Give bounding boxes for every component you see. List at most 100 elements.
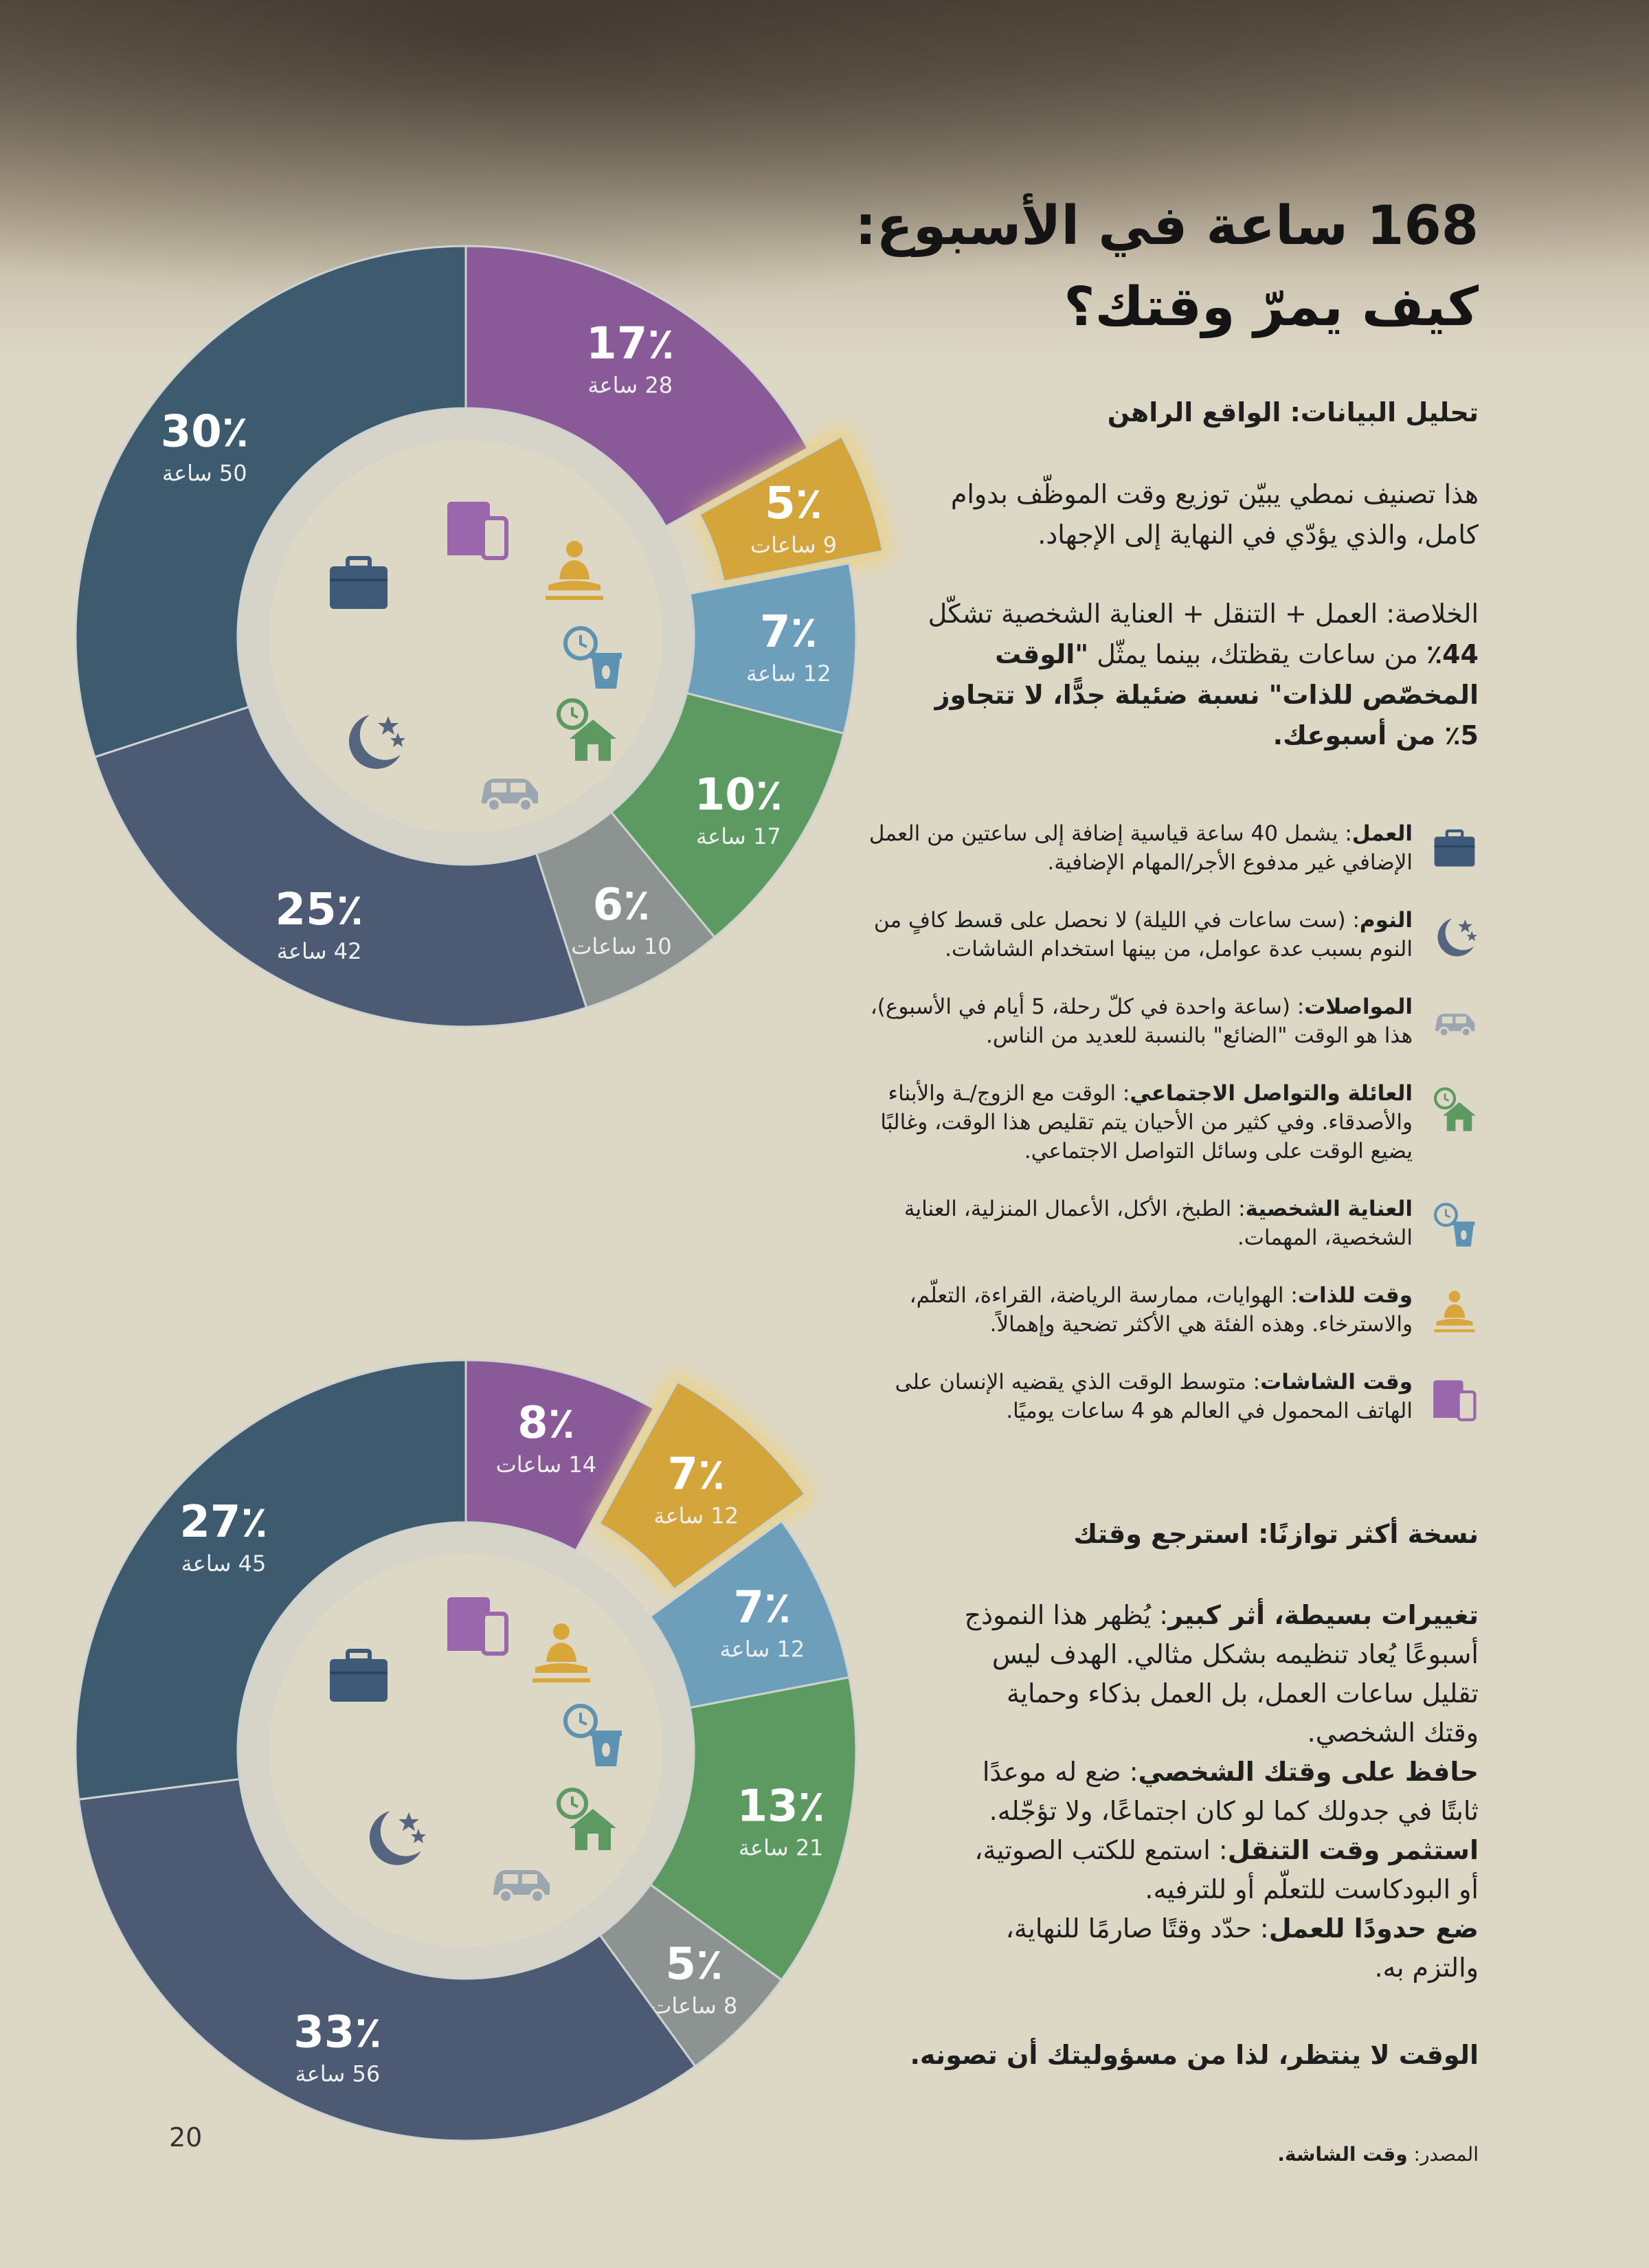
tip: ضع حدودًا للعمل: حدّد وقتًا صارمًا للنها… <box>956 1909 1479 1988</box>
slice-group: 7٪ 12 ساعة <box>593 1372 816 1596</box>
slice-group: 30٪50 ساعة <box>74 245 467 759</box>
slice-hours-label: 8 ساعات <box>651 1992 737 2019</box>
meditation-icon <box>546 541 603 600</box>
tip-title: تغييرات بسيطة، أثر كبير <box>1168 1600 1479 1630</box>
slice-percent-label: 7٪ <box>667 1449 725 1500</box>
title-line-1: 168 ساعة في الأسبوع: <box>855 195 1479 257</box>
analysis-intro: هذا تصنيف نمطي يبيّن توزيع وقت الموظّف ب… <box>950 479 1479 550</box>
cup-clock-icon <box>563 626 622 689</box>
briefcase-icon <box>330 556 388 609</box>
inner-disc <box>269 440 662 833</box>
slice-hours-label: 17 ساعة <box>696 823 781 849</box>
devices-icon <box>1431 1375 1479 1423</box>
tip: حافظ على وقتك الشخصي: ضع له موعدًا ثابتً… <box>956 1753 1479 1831</box>
slice-hours-label: 21 ساعة <box>739 1835 824 1861</box>
tip-title: استثمر وقت التنقل <box>1227 1835 1479 1865</box>
slice-percent-label: 30٪ <box>161 407 249 458</box>
slice-percent-label: 10٪ <box>695 770 783 821</box>
meditation-icon <box>532 1623 590 1682</box>
slice-percent-label: 33٪ <box>293 2007 381 2058</box>
slice-percent-label: 6٪ <box>593 880 651 931</box>
legend-label: العناية الشخصية <box>1245 1197 1413 1221</box>
balanced-tips: تغييرات بسيطة، أثر كبير: يُظهر هذا النمو… <box>956 1596 1479 1988</box>
house-clock-icon <box>557 698 616 761</box>
slice-hours-label: 50 ساعة <box>162 460 247 487</box>
donut-slice <box>598 1380 807 1591</box>
legend-item: وقت الشاشات: متوسط الوقت الذي يقضيه الإن… <box>688 1368 1479 1425</box>
slice-group: 7٪ 12 ساعة <box>649 1520 851 1709</box>
summary-prefix: الخلاصة: العمل + التنقل + العناية الشخصي… <box>928 599 1479 629</box>
briefcase-icon <box>1431 826 1479 874</box>
legend-label: العمل <box>1351 821 1413 846</box>
legend-item: العائلة والتواصل الاجتماعي: الوقت مع الز… <box>688 1079 1479 1166</box>
tip-text: : يُظهر هذا النموذج أسبوعًا يُعاد تنظيمه… <box>964 1600 1479 1748</box>
legend-text: المواصلات: (ساعة واحدة في كلّ رحلة، 5 أي… <box>863 992 1413 1050</box>
legend-item: وقت للذات: الهوايات، ممارسة الرياضة، الق… <box>688 1281 1479 1339</box>
slice-hours-label: 28 ساعة <box>587 372 673 398</box>
slice-group: 27٪45 ساعة <box>74 1359 467 1801</box>
slice-group: 6٪10 ساعات <box>535 810 717 1010</box>
slice-percent-label: 17٪ <box>586 318 674 369</box>
closing-statement: الوقت لا ينتظر، لذا من مسؤوليتك أن تصونه… <box>910 2040 1479 2070</box>
slice-hours-label: 14 ساعات <box>496 1452 596 1478</box>
slice-hours-label: 42 ساعة <box>277 938 362 964</box>
donut-slice <box>93 705 588 1028</box>
cup-clock-icon <box>1431 1201 1479 1249</box>
legend-item: العناية الشخصية: الطبخ، الأكل، الأعمال ا… <box>688 1194 1479 1252</box>
slice-group: 17٪ 28 ساعة <box>464 245 809 529</box>
donut-slice <box>464 245 809 529</box>
legend-item: النوم: (ست ساعات في الليلة) لا نحصل على … <box>688 906 1479 964</box>
slice-percent-label: 7٪ <box>760 607 818 658</box>
legend-item: المواصلات: (ساعة واحدة في كلّ رحلة، 5 أي… <box>688 992 1479 1050</box>
house-clock-icon <box>557 1788 616 1850</box>
slice-hours-label: 10 ساعات <box>571 933 671 959</box>
slice-percent-label: 8٪ <box>517 1398 575 1449</box>
slice-hours-label: 12 ساعة <box>719 1636 805 1662</box>
tip: استثمر وقت التنقل: استمع للكتب الصوتية، … <box>956 1831 1479 1909</box>
donut-slice <box>649 1676 857 1981</box>
legend-label: وقت للذات <box>1297 1283 1413 1308</box>
page-number: 20 <box>169 2122 203 2153</box>
legend-text: العمل: يشمل 40 ساعة قياسية إضافة إلى ساع… <box>863 819 1413 877</box>
slice-percent-label: 27٪ <box>179 1497 267 1548</box>
legend-item: العمل: يشمل 40 ساعة قياسية إضافة إلى ساع… <box>688 819 1479 877</box>
summary-mid: من ساعات يقظتك، بينما يمثّل <box>1088 639 1426 669</box>
legend-text: العائلة والتواصل الاجتماعي: الوقت مع الز… <box>863 1079 1413 1166</box>
slice-hours-label: 45 ساعة <box>181 1550 267 1577</box>
moon-stars-icon <box>1431 913 1479 961</box>
moon-stars-icon <box>369 1811 426 1865</box>
slice-hours-label: 12 ساعة <box>746 660 831 687</box>
slice-group: 10٪17 ساعة <box>609 691 845 939</box>
slice-percent-label: 7٪ <box>734 1582 792 1633</box>
car-icon <box>1431 999 1479 1047</box>
car-icon <box>493 1870 550 1904</box>
summary-percent: 44٪ <box>1426 639 1479 669</box>
slice-group: 5٪8 ساعات <box>598 1883 783 2068</box>
donut-slice <box>74 245 467 759</box>
slice-hours-label: 12 ساعة <box>653 1503 739 1529</box>
cup-clock-icon <box>563 1704 622 1766</box>
donut-slice <box>697 434 884 583</box>
source-value: وقت الشاشة. <box>1277 2143 1408 2166</box>
tip-title: ضع حدودًا للعمل <box>1268 1913 1479 1944</box>
meditation-icon <box>1431 1288 1479 1336</box>
donut-chart-balanced: 8٪ 14 ساعات 7٪ 12 ساعة 7٪ 12 ساعة 13٪ 21 ساعة 5٪… <box>74 1359 857 2142</box>
legend-description: : يشمل 40 ساعة قياسية إضافة إلى ساعتين م… <box>868 821 1413 875</box>
slice-group: 25٪ 42 ساعة <box>93 705 588 1028</box>
devices-icon <box>447 1597 508 1656</box>
legend-text: النوم: (ست ساعات في الليلة) لا نحصل على … <box>863 906 1413 964</box>
legend-description: : (ست ساعات في الليلة) لا نحصل على قسط ك… <box>873 908 1413 961</box>
slice-group: 8٪ 14 ساعات <box>464 1359 655 1553</box>
source-label: المصدر: <box>1407 2143 1479 2166</box>
legend-description: : (ساعة واحدة في كلّ رحلة، 5 أيام في الأ… <box>870 994 1413 1048</box>
legend-text: العناية الشخصية: الطبخ، الأكل، الأعمال ا… <box>863 1194 1413 1252</box>
page-title: 168 ساعة في الأسبوع: كيف يمرّ وقتك؟ <box>855 186 1479 348</box>
slice-hours-label: 9 ساعات <box>750 532 837 558</box>
slice-group: 5٪ 9 ساعات <box>693 425 891 587</box>
legend-description: : الهوايات، ممارسة الرياضة، القراءة، الت… <box>909 1283 1413 1337</box>
slice-group: 7٪12 ساعة <box>685 562 857 735</box>
tip-text: : استمع للكتب الصوتية، أو البودكاست للتع… <box>974 1835 1479 1904</box>
slice-percent-label: 25٪ <box>276 885 363 935</box>
analysis-summary: الخلاصة: العمل + التنقل + العناية الشخصي… <box>915 594 1479 756</box>
